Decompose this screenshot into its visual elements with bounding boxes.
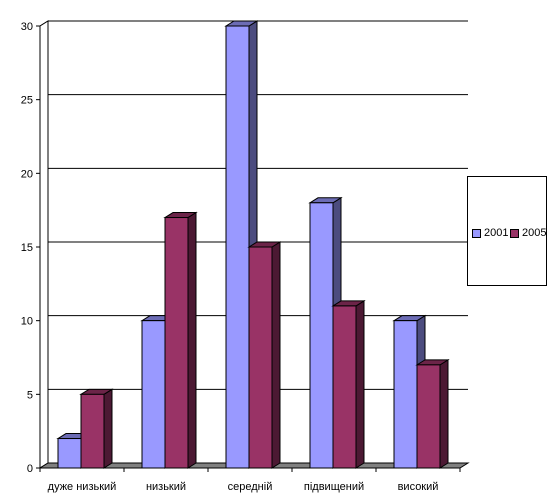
y-tick-label: 25 [21, 95, 33, 107]
y-tick-label: 15 [21, 242, 33, 254]
bar-2005-2 [247, 241, 282, 469]
x-label-4: високий [398, 481, 439, 493]
y-tick-label: 10 [21, 316, 33, 328]
side-wall [39, 20, 49, 469]
bar-2005-4 [415, 358, 450, 469]
legend-swatch-2005 [510, 228, 519, 238]
bar-2005-3 [331, 300, 366, 469]
x-label-3: підвищений [304, 481, 364, 493]
y-tick-label: 20 [21, 168, 33, 180]
legend-label-2001: 2001 [484, 227, 509, 239]
x-label-2: середній [228, 481, 273, 493]
x-axis-labels: дуже низький низький середній підвищений вис… [39, 467, 461, 493]
x-label-0: дуже низький [48, 481, 117, 493]
y-tick-label: 5 [27, 389, 33, 401]
x-label-1: низький [146, 481, 186, 493]
bars [56, 20, 450, 469]
legend-item-2005: 2005 [510, 227, 546, 239]
bar-2005-0 [79, 388, 114, 469]
legend-item-2001: 2001 [472, 227, 508, 239]
y-tick-label: 0 [27, 463, 33, 475]
bar-2005-1 [163, 211, 198, 469]
y-axis-ticks: 0 5 10 15 20 25 30 [21, 21, 41, 475]
legend-swatch-2001 [472, 228, 481, 238]
y-tick-label: 30 [21, 21, 33, 33]
legend-label-2005: 2005 [522, 227, 547, 239]
legend: 2001 2005 [467, 176, 547, 286]
